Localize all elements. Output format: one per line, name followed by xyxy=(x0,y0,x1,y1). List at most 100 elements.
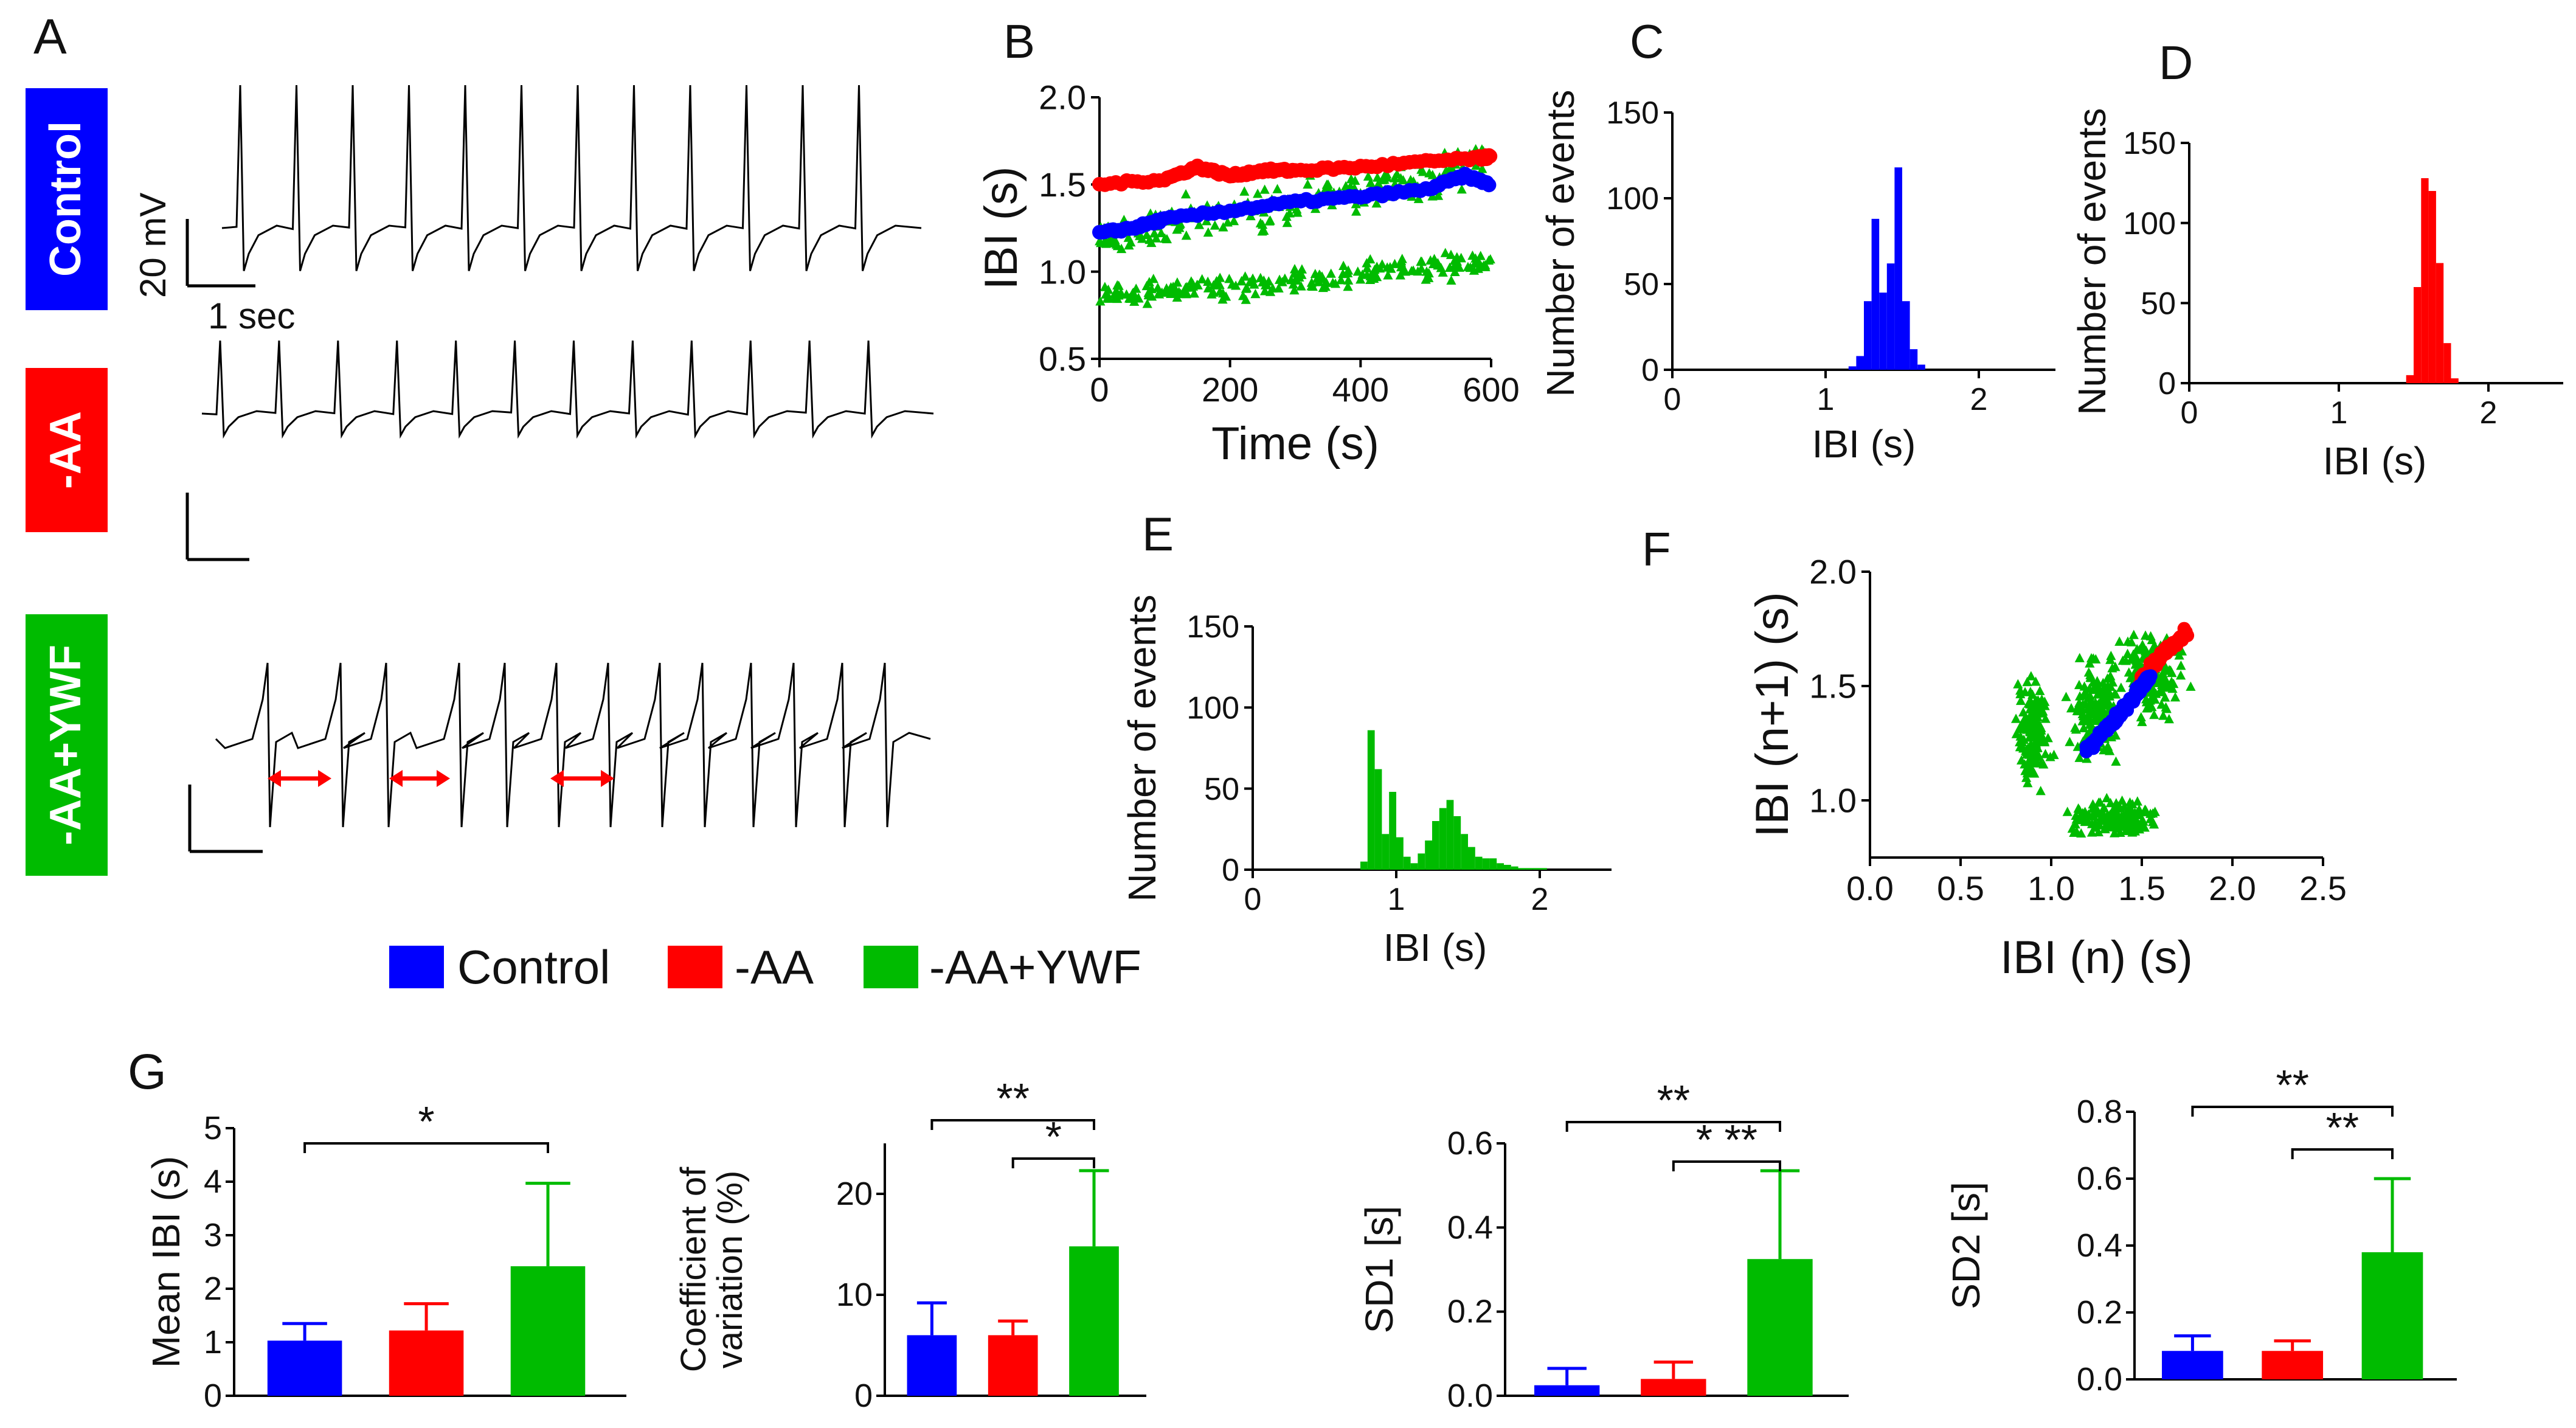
scatter-point xyxy=(2029,729,2039,738)
scatter-point xyxy=(2043,733,2053,743)
scatter-point xyxy=(1321,179,1332,189)
scatter-point xyxy=(1369,268,1379,279)
scatter-point xyxy=(2065,737,2075,746)
bar-aaywf xyxy=(1069,1246,1119,1396)
scatter-point xyxy=(1372,172,1383,182)
y-tick-label: 100 xyxy=(1186,691,1239,726)
bar-aa xyxy=(389,1330,464,1396)
scatter-point xyxy=(1253,189,1263,198)
scatter-point xyxy=(2032,711,2043,721)
scatter-point xyxy=(1279,273,1290,283)
scatter-point xyxy=(1180,189,1191,199)
scatter-point xyxy=(1463,262,1473,271)
condition-box-aa xyxy=(26,368,108,532)
significance-bracket xyxy=(2191,1106,2394,1117)
scatter-point xyxy=(1113,290,1124,300)
histogram-bar xyxy=(2421,178,2429,383)
scatter-point xyxy=(2116,811,2127,821)
scatter-point xyxy=(1480,262,1491,271)
significance-label: * xyxy=(418,1098,434,1145)
panel-a: A Control -AA -AA+YWF 20 mV 1 sec xyxy=(26,9,934,876)
histogram-bar xyxy=(2436,263,2444,383)
y-axis-label: SD2 [s] xyxy=(1944,1182,1988,1309)
condition-box-aaywf xyxy=(26,614,108,876)
x-tick-label: 1 xyxy=(1388,882,1405,917)
scatter-point xyxy=(1142,299,1152,308)
scatter-point xyxy=(2040,749,2051,758)
y-tick-label: 0.0 xyxy=(2077,1361,2122,1398)
scatter-point xyxy=(1112,240,1123,251)
scatter-point xyxy=(1383,270,1393,280)
scatter-point xyxy=(1343,268,1353,277)
significance-bracket xyxy=(930,1119,1095,1130)
scatter-point xyxy=(1362,263,1373,272)
scatter-point xyxy=(2091,707,2101,716)
y-tick-label: 0.5 xyxy=(1039,340,1086,378)
scatter-point xyxy=(2020,766,2031,775)
y-tick-label: 1.5 xyxy=(1809,667,1857,705)
y-axis-label: Mean IBI (s) xyxy=(144,1156,188,1368)
histogram-bar xyxy=(2451,378,2459,383)
chart-g3: 0.0 0.2 0.4 0.6 SD1 [s] *** ** xyxy=(1357,1076,1849,1414)
histogram-bar xyxy=(1425,841,1432,870)
scatter-point xyxy=(1203,283,1213,293)
scatter-point xyxy=(1203,276,1213,286)
histogram-bar xyxy=(1389,792,1396,870)
significance-label: * xyxy=(1045,1113,1062,1160)
y-tick-label: 150 xyxy=(1606,95,1659,131)
scatter-point xyxy=(2025,687,2035,696)
significance-label: ** xyxy=(2276,1061,2308,1109)
scatter-point xyxy=(1241,283,1252,293)
significance-label: ** xyxy=(2326,1104,2359,1151)
histogram-bar xyxy=(1886,263,1895,370)
series-point-aa xyxy=(1483,148,1498,164)
scatter-point xyxy=(2122,825,2133,835)
scatter-point xyxy=(1390,173,1400,182)
scatter-point xyxy=(2107,821,2117,831)
scatter-point xyxy=(1156,227,1166,238)
scatter-point xyxy=(2080,715,2091,725)
scatter-point xyxy=(2142,702,2153,712)
x-tick-label: 1 xyxy=(1817,382,1835,417)
y-tick-label: 0.2 xyxy=(1447,1294,1493,1330)
scatter-point xyxy=(1272,184,1283,193)
legend-swatch-aa xyxy=(668,946,722,988)
scatter-point xyxy=(1273,283,1284,293)
scatter-point xyxy=(1477,164,1487,173)
significance-label: ** xyxy=(996,1075,1029,1122)
x-tick-label: 1.0 xyxy=(2027,869,2075,907)
histogram-bar xyxy=(1432,821,1439,870)
scatter-point xyxy=(2123,818,2133,828)
scatter-point xyxy=(2015,695,2026,705)
scatter-point xyxy=(2097,806,2107,816)
scatter-point xyxy=(2105,681,2116,691)
panel-letter-g: G xyxy=(128,1044,167,1100)
scatter-point xyxy=(1099,282,1110,291)
scatter-point xyxy=(1446,249,1456,259)
scatter-point xyxy=(1245,277,1255,286)
significance-bracket xyxy=(2291,1148,2394,1159)
y-tick-label: 100 xyxy=(1606,181,1659,217)
scatter-point xyxy=(2090,817,2100,827)
y-axis-label: variation (%) xyxy=(710,1171,750,1369)
scatter-point xyxy=(2025,753,2035,763)
x-axis-label: IBI (s) xyxy=(1383,926,1487,969)
scatter-point xyxy=(2062,806,2072,816)
scatter-point xyxy=(2029,743,2039,754)
x-tick-label: 0 xyxy=(1090,370,1109,409)
histogram-bar xyxy=(1532,868,1540,870)
scatter-point xyxy=(1282,217,1292,227)
scatter-point xyxy=(1236,276,1247,286)
legend-swatch-aaywf xyxy=(864,946,918,988)
scatter-point xyxy=(1396,257,1407,267)
scatter-point xyxy=(2136,712,2146,722)
y-tick-label: 150 xyxy=(1186,609,1239,645)
scatter-point xyxy=(2117,655,2128,665)
scatter-point xyxy=(2071,724,2082,734)
scatter-point xyxy=(2021,772,2032,782)
y-tick-label: 5 xyxy=(204,1110,222,1146)
legend-label-aaywf: -AA+YWF xyxy=(929,940,1141,994)
scatter-point xyxy=(2090,681,2100,691)
y-axis-label: Number of events xyxy=(2070,108,2114,415)
scatter-point xyxy=(1265,215,1275,225)
